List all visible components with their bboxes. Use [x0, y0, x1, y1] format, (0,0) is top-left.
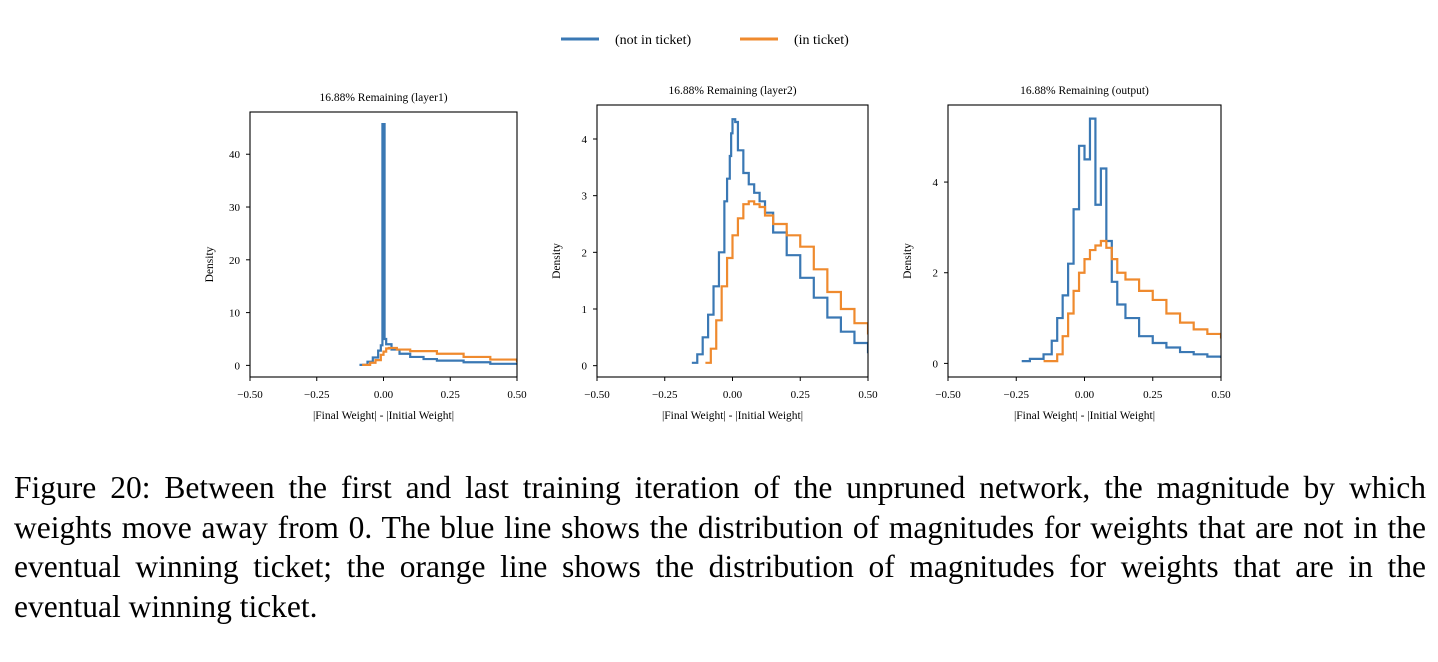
- figure-canvas: (not in ticket) (in ticket) −0.50 −0.25 0.…: [0, 0, 1438, 450]
- y-tick-label: 3: [582, 191, 588, 203]
- y-axis-label: Density: [204, 246, 216, 282]
- series-line-not-in-ticket: [692, 119, 868, 363]
- legend: (not in ticket) (in ticket): [561, 33, 849, 48]
- y-tick-label: 20: [229, 255, 241, 267]
- y-tick-label: 4: [582, 134, 588, 146]
- chart-title: 16.88% Remaining (layer1): [319, 92, 447, 104]
- y-tick-label: 40: [229, 149, 241, 161]
- x-axis-label: |Final Weight| - |Initial Weight|: [662, 410, 803, 422]
- x-tick-label: −0.25: [1004, 389, 1030, 401]
- y-tick-label: 0: [235, 360, 241, 372]
- chart-panel-2: −0.50 −0.25 0.00 0.25 0.50 0 1 2 3 4 16.88% Remain…: [551, 85, 878, 422]
- x-tick-label: −0.25: [304, 389, 330, 401]
- y-tick-label: 4: [933, 177, 939, 189]
- y-tick-label: 1: [582, 304, 588, 316]
- x-tick-label: 0.50: [1211, 389, 1231, 401]
- figure-caption: Figure 20: Between the first and last tr…: [14, 468, 1426, 626]
- x-axis-label: |Final Weight| - |Initial Weight|: [313, 410, 454, 422]
- chart-panel-3: −0.50 −0.25 0.00 0.25 0.50 0 2 4 16.88% Remainin…: [902, 85, 1231, 422]
- y-tick-label: 2: [582, 247, 588, 259]
- y-tick-label: 2: [933, 268, 939, 280]
- y-axis-label: Density: [902, 243, 914, 279]
- x-tick-label: 0.50: [858, 389, 878, 401]
- x-tick-label: −0.50: [935, 389, 961, 401]
- series-line-not-in-ticket: [359, 124, 517, 365]
- y-tick-label: 0: [933, 358, 939, 370]
- figure: (not in ticket) (in ticket) −0.50 −0.25 0.…: [0, 0, 1438, 450]
- y-axis-label: Density: [551, 243, 563, 279]
- series-line-in-ticket: [362, 348, 517, 365]
- x-tick-label: 0.25: [791, 389, 811, 401]
- x-tick-label: −0.50: [237, 389, 263, 401]
- legend-label-in-ticket: (in ticket): [794, 33, 849, 48]
- series-line-in-ticket: [1044, 241, 1221, 361]
- x-tick-label: 0.00: [723, 389, 743, 401]
- legend-label-not-in-ticket: (not in ticket): [615, 33, 692, 48]
- x-tick-label: 0.50: [507, 389, 527, 401]
- series-line-not-in-ticket: [1022, 119, 1221, 362]
- x-tick-label: −0.25: [652, 389, 678, 401]
- series-line-in-ticket: [705, 201, 868, 362]
- chart-panel-1: −0.50 −0.25 0.00 0.25 0.50 0 10 20 30 40 16.88% Re…: [204, 92, 527, 422]
- x-tick-label: 0.00: [374, 389, 394, 401]
- x-tick-label: 0.25: [441, 389, 461, 401]
- chart-title: 16.88% Remaining (layer2): [668, 85, 796, 97]
- chart-title: 16.88% Remaining (output): [1020, 85, 1149, 97]
- x-tick-label: 0.00: [1075, 389, 1095, 401]
- y-tick-label: 0: [582, 361, 588, 373]
- x-tick-label: 0.25: [1143, 389, 1163, 401]
- y-tick-label: 10: [229, 308, 241, 320]
- y-tick-label: 30: [229, 202, 241, 214]
- x-axis-label: |Final Weight| - |Initial Weight|: [1014, 410, 1155, 422]
- x-tick-label: −0.50: [584, 389, 610, 401]
